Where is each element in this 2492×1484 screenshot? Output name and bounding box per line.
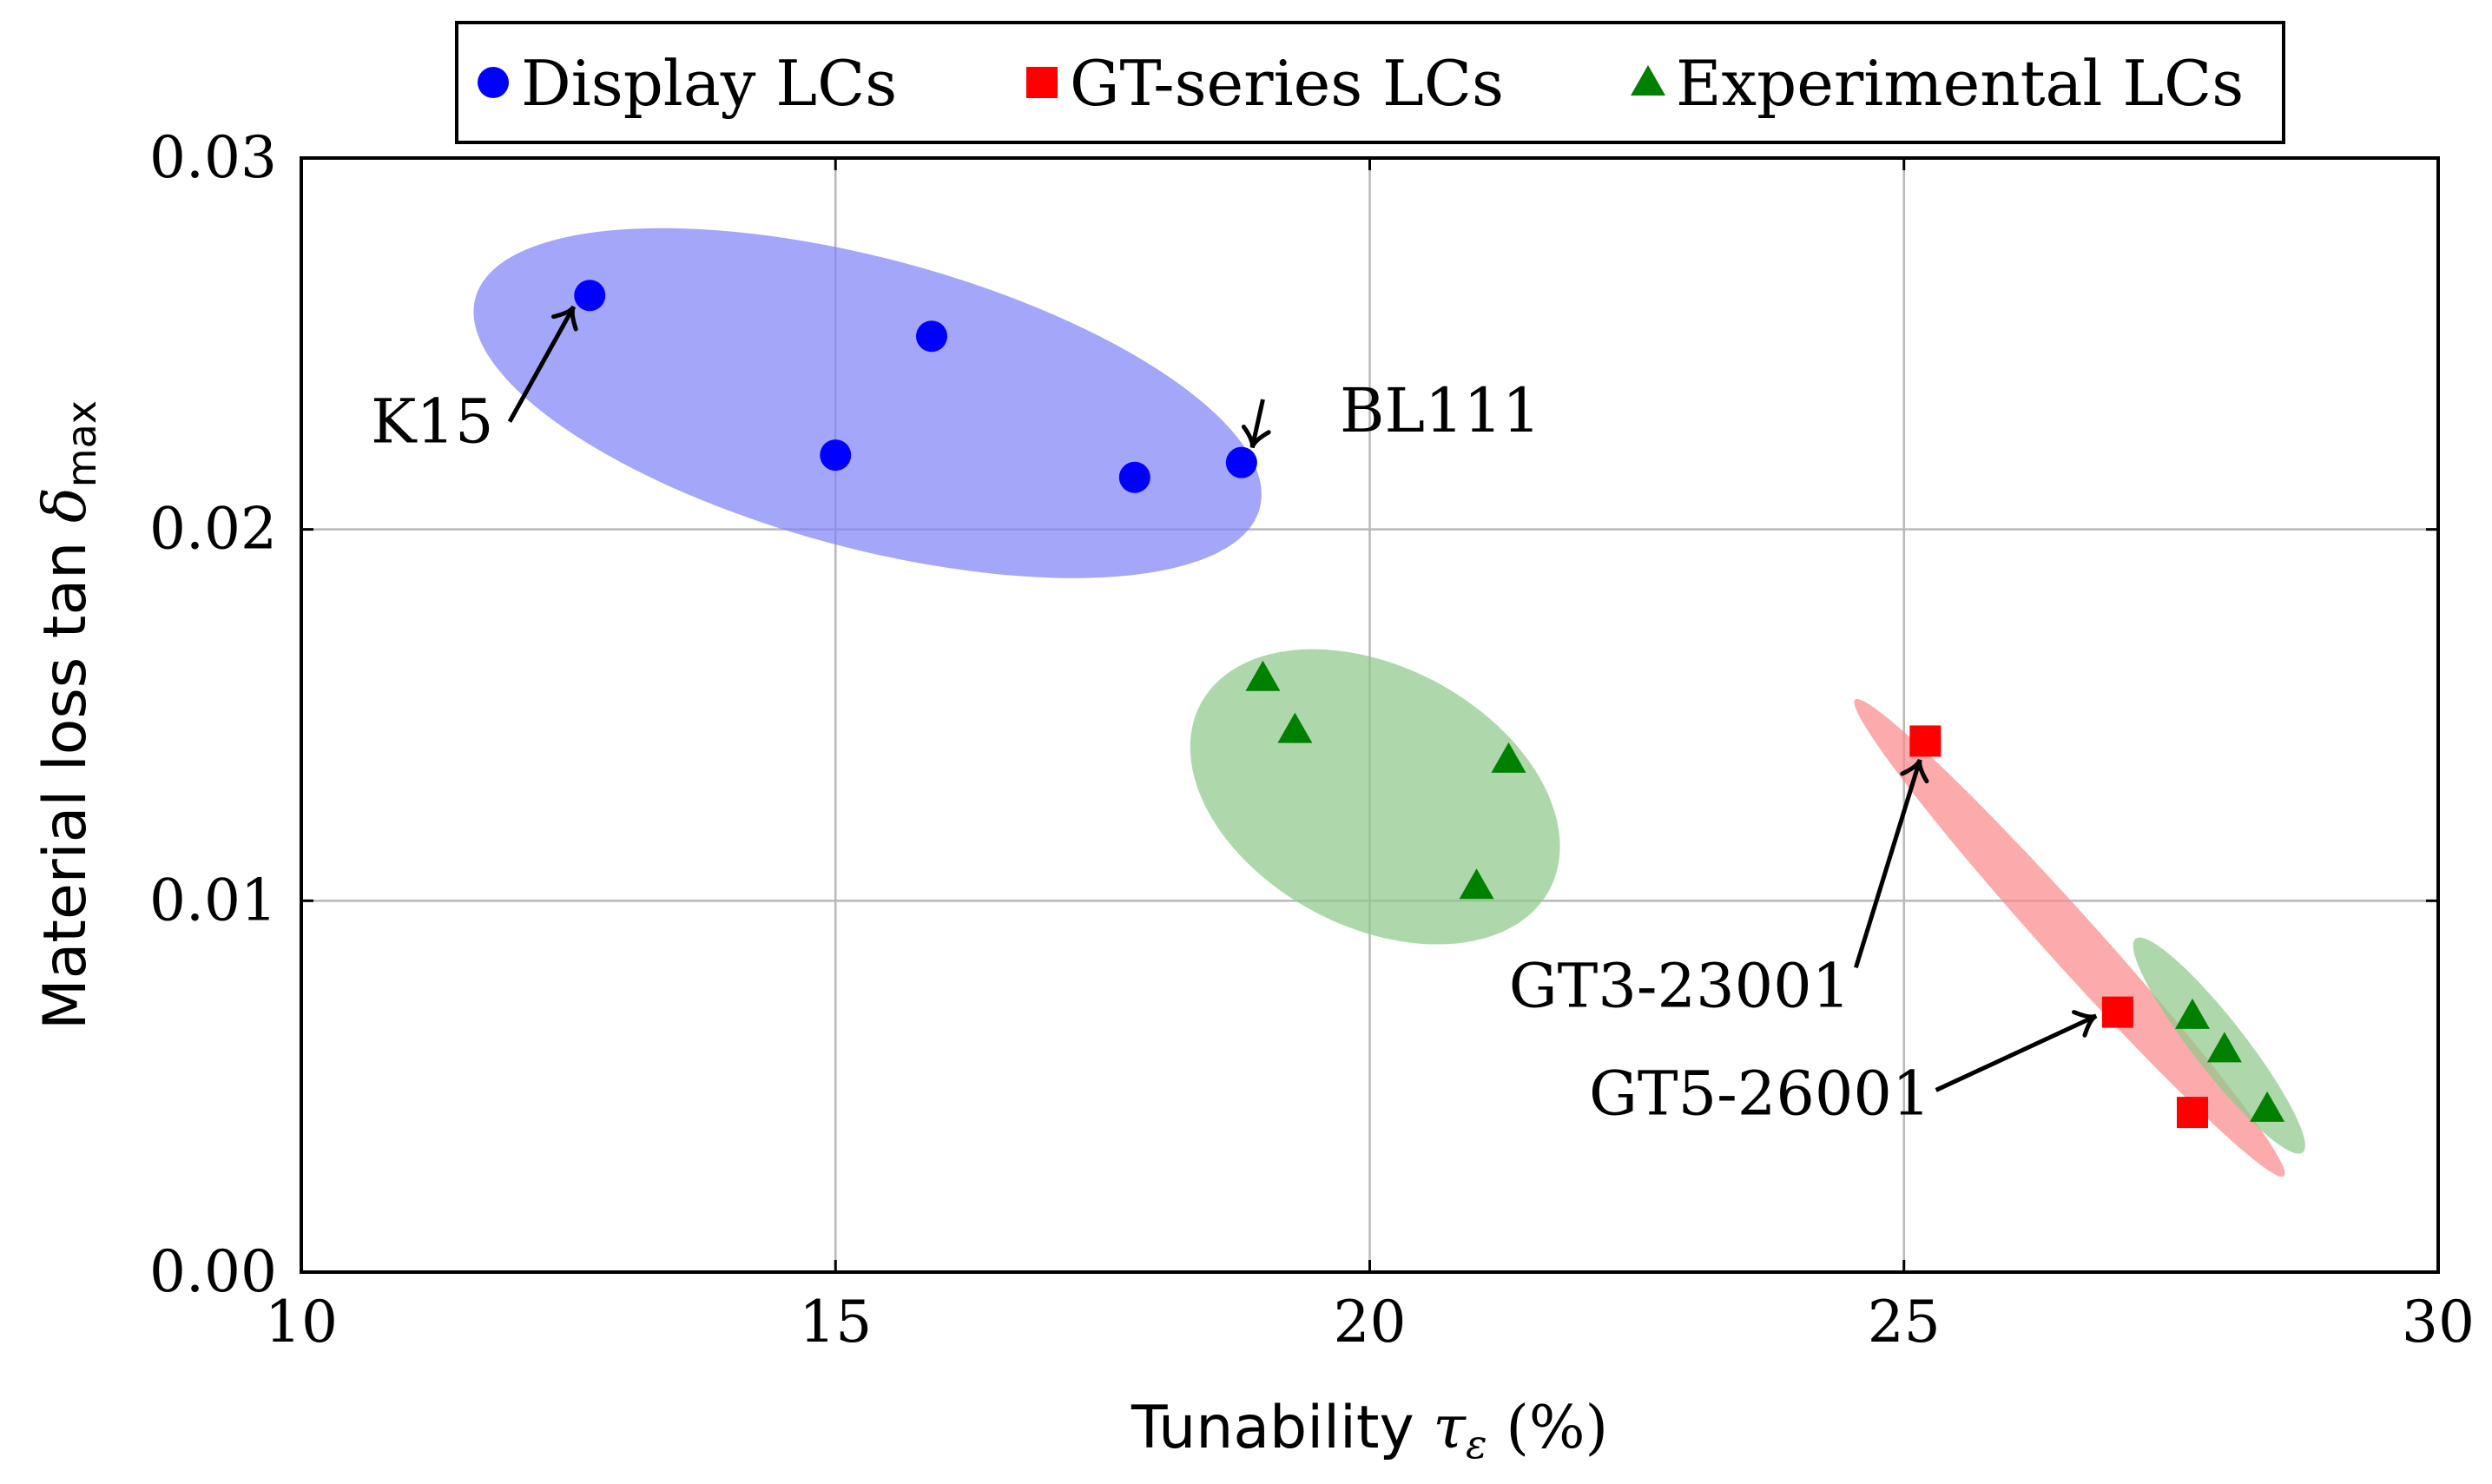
cluster-regions (473, 228, 2305, 1177)
legend-box (455, 21, 2285, 144)
x-axis-label: Tunability τε (%) (1131, 1394, 1608, 1468)
gt3-23001-annotation-label: GT3-23001 (1509, 951, 1850, 1022)
y-tick-label: 0.01 (149, 867, 277, 933)
gt5-26001-annotation: GT5-26001 (1589, 1010, 2098, 1130)
display-lcs-point (574, 280, 606, 312)
legend-marker-gt-series-lcs (1026, 67, 1058, 98)
legend-item-experimental-lcs: Experimental LCs (1631, 47, 2244, 120)
bl111-annotation-arrow-line (1249, 399, 1265, 449)
experimental-lcs-point (2250, 1091, 2285, 1122)
gt3-23001-annotation: GT3-23001 (1509, 758, 1929, 1022)
experimental-lcs-point (1277, 712, 1313, 743)
gt-series-lcs-point (2101, 996, 2133, 1028)
x-axis-label-subscript: ε (1466, 1421, 1487, 1468)
legend: Display LCs GT-series LCs Experimental LCs (455, 21, 2285, 144)
k15-annotation-label: K15 (371, 386, 493, 458)
bl111-annotation-arrow-head (1241, 424, 1271, 449)
x-tick-label: 15 (799, 1289, 872, 1355)
experimental-lcs-point (2206, 1032, 2242, 1063)
k15-annotation-arrow-head (551, 305, 578, 332)
x-axis-label-main: Tunability (1131, 1394, 1433, 1462)
y-axis-label-subscript: max (58, 400, 105, 487)
axis-ticks: 10 15 20 25 30 0.00 0.01 0.02 0.03 (149, 124, 2475, 1355)
data-points (574, 280, 2285, 1129)
bl111-annotation: BL111 (1241, 375, 1541, 449)
display-lcs-point (820, 439, 852, 472)
gt5-26001-annotation-arrow-head (2072, 1010, 2098, 1038)
legend-item-gt-series-lcs: GT-series LCs (1026, 47, 1504, 120)
y-axis-label-main: Material loss tan (31, 523, 100, 1030)
experimental-mid-region (1190, 649, 1560, 945)
display-lcs-point (1118, 461, 1150, 493)
experimental-lcs-point (1491, 742, 1526, 773)
experimental-lcs-point (2174, 998, 2210, 1029)
legend-marker-experimental-lcs (1631, 65, 1665, 96)
experimental-lcs-point (1245, 660, 1281, 691)
display-lcs-point (915, 320, 947, 353)
x-tick-label: 10 (265, 1289, 338, 1355)
legend-label-experimental-lcs: Experimental LCs (1676, 47, 2244, 120)
y-tick-label: 0.00 (149, 1238, 277, 1305)
x-axis-label-symbol: τ (1433, 1394, 1467, 1462)
bl111-annotation-label: BL111 (1340, 375, 1541, 446)
gt5-26001-annotation-arrow-line (1935, 1013, 2098, 1092)
k15-annotation: K15 (371, 305, 578, 458)
gt3-23001-annotation-arrow-line (1853, 759, 1922, 969)
x-tick-label: 20 (1334, 1289, 1407, 1355)
annotations: K15 BL111 GT3-23001 GT5-26001 (371, 305, 2098, 1130)
y-tick-label: 0.02 (149, 496, 277, 563)
x-tick-label: 30 (2402, 1289, 2475, 1355)
legend-label-gt-series-lcs: GT-series LCs (1070, 47, 1504, 120)
legend-label-display-lcs: Display LCs (521, 47, 897, 120)
x-tick-label: 25 (1868, 1289, 1941, 1355)
y-axis-label-symbol: δ (31, 487, 100, 523)
gt5-26001-annotation-label: GT5-26001 (1589, 1059, 1930, 1130)
gt-series-lcs-point (2176, 1097, 2208, 1129)
legend-item-display-lcs: Display LCs (478, 47, 897, 120)
gt-series-lcs-point (1909, 725, 1942, 757)
experimental-lcs-point (1459, 868, 1494, 900)
y-tick-label: 0.03 (149, 124, 277, 191)
x-axis-label-unit: (%) (1487, 1394, 1608, 1462)
k15-annotation-arrow-line (507, 305, 576, 423)
display-region (473, 228, 1262, 578)
y-axis-label: Material loss tan δmax (31, 400, 105, 1030)
display-lcs-point (1225, 446, 1257, 478)
gt-region (1854, 699, 2285, 1177)
legend-marker-display-lcs (478, 67, 509, 98)
